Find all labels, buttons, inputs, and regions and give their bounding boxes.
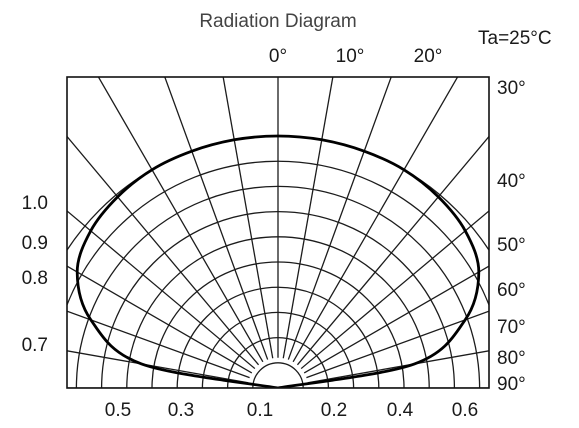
grid-spoke-m80 [67,350,249,384]
pattern-layer [75,134,481,388]
angle-label-80: 80° [497,348,526,369]
condition-label: Ta=25°C [478,28,552,49]
bottom-label-0-3: 0.3 [168,400,194,421]
chart-title: Radiation Diagram [199,11,356,32]
grid-spoke-20 [287,77,392,360]
grid-spoke-40 [296,135,489,366]
radial-label-0-7: 0.7 [22,335,48,356]
radial-label-1-0: 1.0 [22,193,48,214]
angle-label-0: 0° [269,46,287,67]
grid-spoke-m50 [67,210,256,370]
grid-spoke-m60 [67,265,253,374]
grid-spoke-80 [307,350,489,384]
plot-frame [66,76,490,389]
grid-spoke-m20 [164,77,269,360]
angle-label-20: 20° [414,46,443,67]
angle-label-90: 90° [497,374,526,395]
polar-grid [67,77,489,388]
grid-spoke-50 [300,210,489,370]
grid-spoke-10 [282,77,334,359]
angle-label-10: 10° [336,46,365,67]
bottom-label-0-1: 0.1 [247,400,273,421]
radial-label-0-8: 0.8 [22,268,48,289]
bottom-label-0-4: 0.4 [387,400,414,421]
grid-spoke-60 [303,265,489,374]
grid-arc-1 [252,362,304,388]
angle-label-60: 60° [497,280,526,301]
angle-label-50: 50° [497,235,526,256]
grid-spoke-m30 [97,77,264,363]
bottom-label-0-6: 0.6 [452,400,478,421]
grid-spoke-70 [306,310,489,379]
radiation-pattern-curve [75,134,481,388]
grid-spoke-m10 [222,77,274,359]
bottom-label-0-5: 0.5 [105,400,131,421]
angle-label-40: 40° [497,171,526,192]
angle-label-30: 30° [497,78,526,99]
radial-label-0-9: 0.9 [22,233,48,254]
grid-spoke-30 [292,77,459,363]
angle-label-70: 70° [497,317,526,338]
grid-spoke-m70 [67,310,250,379]
bottom-label-0-2: 0.2 [321,400,347,421]
grid-spoke-m40 [67,135,260,366]
